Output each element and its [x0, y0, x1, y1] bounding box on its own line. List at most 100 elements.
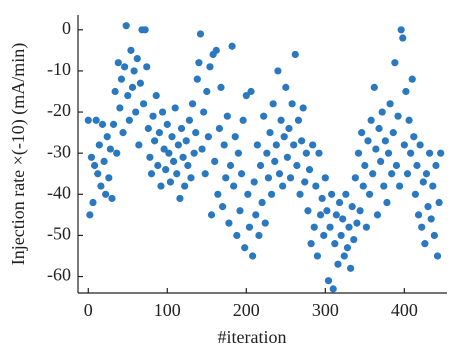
point	[418, 223, 426, 231]
point	[201, 170, 209, 178]
point	[260, 112, 268, 120]
point	[176, 194, 184, 203]
point	[192, 129, 200, 137]
point	[130, 67, 138, 75]
point	[226, 161, 235, 170]
point	[388, 170, 396, 178]
point	[250, 178, 258, 186]
point	[111, 87, 119, 96]
point	[405, 116, 413, 124]
point	[277, 116, 285, 124]
point	[220, 141, 228, 149]
point	[372, 145, 380, 153]
point	[185, 116, 194, 124]
point	[98, 120, 107, 128]
point	[241, 244, 249, 252]
point	[416, 141, 424, 149]
point	[225, 219, 233, 227]
point	[125, 116, 133, 124]
point	[381, 137, 389, 145]
point	[230, 182, 238, 190]
point	[155, 129, 163, 137]
x-tick-label: 400	[391, 300, 418, 320]
point	[421, 240, 429, 248]
point	[282, 83, 290, 91]
x-axis-label: #iteration	[218, 327, 287, 347]
point	[302, 149, 310, 157]
point	[359, 182, 367, 190]
y-tick-label: -40	[47, 182, 71, 202]
point	[237, 170, 246, 178]
x-tick-label: 100	[154, 300, 181, 320]
point	[149, 112, 157, 120]
point	[128, 83, 137, 91]
point	[424, 203, 432, 211]
point	[89, 198, 97, 207]
point	[337, 231, 345, 240]
point	[165, 149, 173, 157]
point	[256, 161, 265, 170]
point	[339, 215, 347, 223]
point	[253, 141, 261, 149]
point	[391, 59, 399, 67]
point	[370, 83, 378, 91]
point	[144, 124, 152, 133]
point	[426, 149, 434, 157]
point	[304, 207, 312, 215]
point	[141, 26, 149, 34]
point	[288, 100, 296, 108]
point	[124, 92, 132, 100]
point	[275, 170, 284, 178]
point	[384, 149, 393, 157]
point	[432, 161, 440, 170]
point	[279, 182, 287, 190]
point	[290, 141, 298, 149]
point	[383, 198, 391, 207]
x-tick-label: 0	[84, 300, 93, 320]
point	[264, 174, 273, 182]
point	[147, 170, 156, 178]
point	[106, 145, 114, 153]
point	[403, 170, 412, 178]
point	[318, 194, 326, 203]
point	[402, 87, 410, 96]
point	[350, 235, 358, 244]
point	[228, 42, 236, 50]
y-tick-label: -10	[47, 59, 71, 79]
point	[207, 211, 216, 219]
point	[422, 170, 431, 178]
point	[139, 100, 148, 108]
point	[307, 240, 315, 248]
point	[267, 190, 276, 198]
point	[392, 161, 401, 170]
point	[316, 211, 325, 219]
y-tick-label: 0	[62, 18, 71, 38]
point	[166, 178, 175, 186]
point	[171, 104, 179, 112]
point	[133, 54, 141, 63]
point	[87, 153, 96, 161]
point	[188, 100, 197, 108]
point	[193, 75, 201, 83]
point	[315, 149, 323, 157]
point	[234, 149, 243, 157]
point	[335, 198, 344, 207]
point	[136, 79, 145, 87]
point	[151, 137, 159, 145]
point	[94, 170, 102, 178]
point	[143, 63, 151, 71]
point	[184, 161, 192, 170]
point	[119, 129, 127, 137]
point	[218, 203, 227, 211]
point	[114, 59, 122, 67]
point	[117, 75, 126, 83]
point	[190, 149, 198, 157]
point	[223, 112, 231, 120]
point	[103, 133, 111, 141]
point	[263, 149, 271, 157]
point	[419, 178, 427, 186]
point	[187, 174, 195, 182]
point	[283, 153, 291, 161]
point	[100, 157, 108, 166]
point	[168, 133, 176, 141]
